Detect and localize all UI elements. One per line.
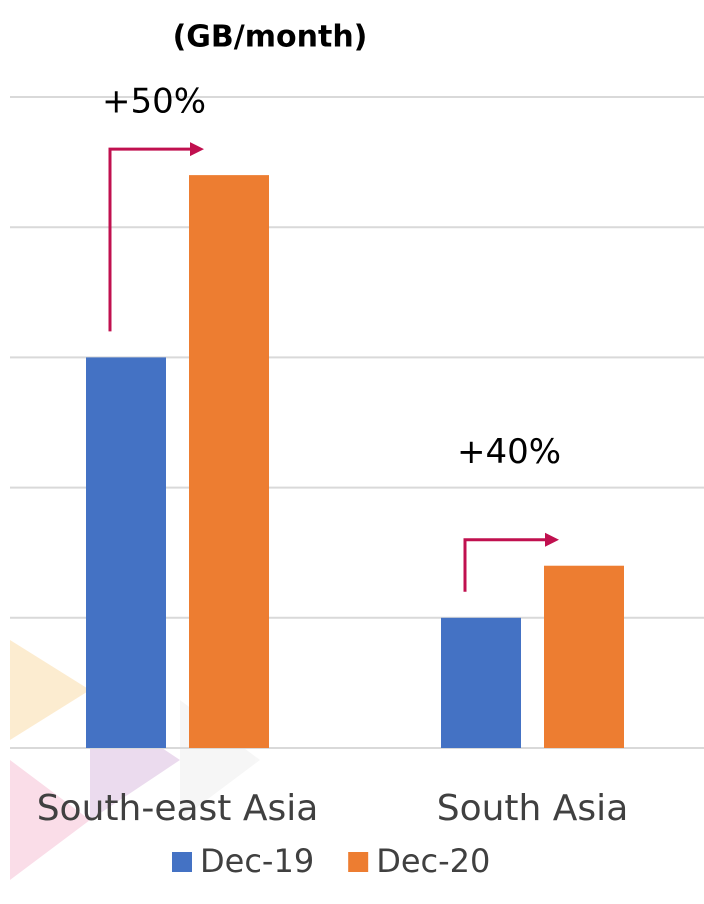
bar [544, 565, 624, 748]
arrow-head [190, 142, 204, 157]
bar [189, 175, 269, 748]
chart-title: (GB/month) [173, 20, 368, 55]
growth-arrow [463, 538, 547, 592]
arrow-head [545, 532, 559, 547]
legend-swatch [172, 852, 192, 872]
legend-label: Dec-20 [376, 842, 490, 880]
x-tick-label: South-east Asia [37, 788, 319, 829]
legend-swatch [348, 852, 369, 872]
annotation: +50% [102, 82, 206, 122]
legend-label: Dec-19 [200, 842, 314, 880]
growth-arrow [108, 147, 192, 332]
annotation: +40% [457, 432, 561, 472]
bar [441, 617, 521, 748]
bar [86, 357, 166, 748]
x-tick-label: South Asia [437, 788, 629, 829]
